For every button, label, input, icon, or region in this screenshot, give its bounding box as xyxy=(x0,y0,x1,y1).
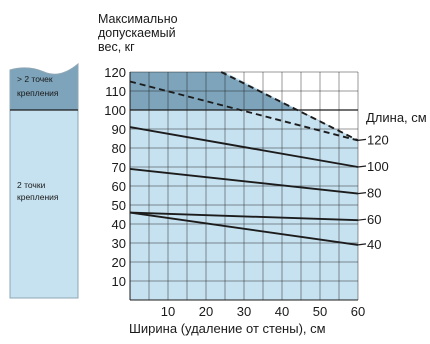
series-label-tick xyxy=(357,218,367,221)
panel-zone-two xyxy=(9,109,79,299)
y-axis-title-line: допускаемый xyxy=(98,26,176,40)
series-label-120: 120 xyxy=(367,132,389,147)
y-tick-label: 30 xyxy=(112,236,126,251)
y-tick-label: 120 xyxy=(104,65,126,80)
series-line-100 xyxy=(129,126,359,168)
y-tick-label: 90 xyxy=(112,122,126,137)
series-label-60: 60 xyxy=(367,212,381,227)
series-line-40 xyxy=(129,211,359,246)
x-tick-label: 20 xyxy=(199,304,213,319)
zone-multi-label: > 2 точек xyxy=(17,74,53,84)
y-tick-label: 100 xyxy=(104,103,126,118)
x-tick-label: 30 xyxy=(237,304,251,319)
series-label-tick xyxy=(357,243,367,246)
y-tick-label: 40 xyxy=(112,217,126,232)
series-line-60 xyxy=(129,211,359,222)
series-label-80: 80 xyxy=(367,186,381,201)
y-axis-title-line: вес, кг xyxy=(98,40,135,54)
x-axis-title: Ширина (удаление от стены), см xyxy=(129,321,326,336)
series-line-80 xyxy=(129,167,359,195)
y-tick-label: 50 xyxy=(112,198,126,213)
legend-title: Длина, см xyxy=(366,110,427,125)
zone-multi-label: крепления xyxy=(17,88,59,98)
x-tick-label: 60 xyxy=(351,304,365,319)
y-tick-label: 60 xyxy=(112,179,126,194)
series-label-tick xyxy=(357,192,367,195)
x-tick-label: 50 xyxy=(313,304,327,319)
y-tick-label: 70 xyxy=(112,160,126,175)
zone-two-label: крепления xyxy=(17,192,59,202)
zone-two-label: 2 точки xyxy=(17,180,46,190)
panel-zone-multi xyxy=(9,62,79,111)
series-label-100: 100 xyxy=(367,159,389,174)
series-label-40: 40 xyxy=(367,237,381,252)
x-tick-label: 40 xyxy=(275,304,289,319)
x-tick-label: 10 xyxy=(161,304,175,319)
y-tick-label: 110 xyxy=(105,84,126,99)
y-tick-label: 80 xyxy=(112,141,126,156)
y-axis-title-line: Максимально xyxy=(98,12,178,26)
y-tick-label: 20 xyxy=(112,255,126,270)
y-tick-label: 10 xyxy=(112,274,126,289)
series-label-tick xyxy=(357,138,367,141)
plot-mask xyxy=(221,70,360,141)
series-label-tick xyxy=(357,165,367,168)
envelope-line xyxy=(220,71,359,142)
